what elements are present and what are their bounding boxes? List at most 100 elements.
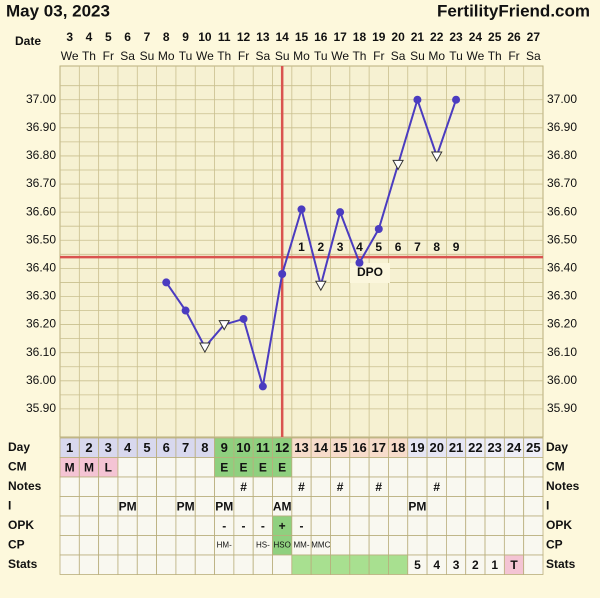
cell-text: MM- [294, 540, 310, 549]
cell-text: - [300, 519, 304, 533]
table-cell [503, 515, 525, 536]
table-cell [310, 457, 331, 478]
weekday: Sa [526, 49, 541, 63]
cell-text: 1 [66, 440, 73, 455]
y-tick-label-right: 36.90 [547, 120, 577, 134]
table-cell [445, 476, 467, 497]
table-cell [407, 476, 428, 497]
table-cell [445, 457, 467, 478]
date-number: 9 [182, 30, 189, 44]
dpo-number: 7 [414, 240, 421, 254]
table-cell [214, 554, 235, 575]
table-cell [368, 515, 389, 536]
table-cell [426, 515, 447, 536]
table-cell [465, 515, 486, 536]
cell-text: E [240, 460, 248, 474]
table-cell [194, 457, 215, 478]
table-cell [503, 496, 525, 517]
dpo-number: 6 [395, 240, 402, 254]
temperature-point [278, 269, 287, 278]
table-cell [98, 554, 119, 575]
date-number: 22 [430, 30, 444, 44]
table-cell [291, 554, 312, 575]
table-cell [368, 535, 389, 556]
cell-text: 25 [526, 440, 540, 455]
date-number: 13 [256, 30, 270, 44]
weekday: We [196, 49, 214, 63]
table-cell [310, 554, 331, 575]
temperature-point [162, 278, 171, 287]
weekday: Su [140, 49, 155, 63]
temperature-point [392, 159, 404, 171]
y-tick-label-right: 35.90 [547, 401, 577, 415]
date-number: 8 [163, 30, 170, 44]
cell-text: AM [273, 499, 292, 513]
temperature-point [355, 258, 364, 267]
dpo-label: DPO [357, 265, 383, 279]
table-cell [310, 496, 331, 517]
table-cell [117, 515, 138, 536]
dpo-number: 3 [337, 240, 344, 254]
y-tick-label-right: 36.40 [547, 261, 577, 275]
table-cell [194, 476, 215, 497]
table-cell [252, 554, 273, 575]
cell-text: 1 [491, 558, 498, 572]
table-cell [388, 476, 409, 497]
cell-text: L [105, 460, 112, 474]
table-cell [484, 515, 505, 536]
date-number: 18 [353, 30, 367, 44]
row-label-right: Stats [546, 557, 576, 571]
date-number: 26 [507, 30, 521, 44]
row-label: Day [8, 440, 30, 454]
cell-text: 15 [333, 440, 347, 455]
weekday: Fr [373, 49, 384, 63]
table-cell [98, 515, 119, 536]
cell-text: E [220, 460, 228, 474]
table-cell [368, 554, 389, 575]
table-cell [59, 515, 80, 536]
cell-text: - [261, 519, 265, 533]
temperature-point [314, 280, 327, 292]
cell-text: + [279, 519, 286, 533]
cell-text: 3 [105, 440, 112, 455]
table-cell [445, 535, 467, 556]
y-tick-label: 36.10 [26, 345, 56, 359]
temperature-point [199, 342, 211, 354]
table-cell [465, 535, 486, 556]
table-cell [136, 554, 157, 575]
table-cell [407, 457, 428, 478]
date-number: 14 [276, 30, 290, 44]
cell-text: # [298, 480, 305, 494]
weekday: Su [410, 49, 425, 63]
table-cell [78, 476, 100, 497]
temperature-point [258, 382, 267, 391]
cell-text: PM [215, 499, 233, 513]
cell-text: 23 [487, 440, 501, 455]
table-cell [407, 535, 428, 556]
cell-text: 2 [85, 440, 92, 455]
table-cell [78, 554, 100, 575]
date-number: 19 [372, 30, 386, 44]
table-cell [117, 554, 138, 575]
table-cell [523, 476, 544, 497]
table-cell [349, 535, 370, 556]
temperature-point [218, 320, 231, 331]
cell-text: 5 [143, 440, 150, 455]
date-label: Date [15, 34, 41, 48]
cell-text: PM [119, 499, 137, 513]
cell-text: 5 [414, 558, 421, 572]
table-cell [136, 457, 157, 478]
date-number: 7 [144, 30, 151, 44]
cell-text: 19 [410, 440, 424, 455]
table-cell [78, 535, 100, 556]
table-cell [484, 457, 505, 478]
y-tick-label-right: 36.70 [547, 176, 577, 190]
weekday: Su [275, 49, 290, 63]
cell-text: 10 [236, 440, 250, 455]
y-tick-label: 35.90 [26, 401, 56, 415]
cell-text: 3 [453, 558, 460, 572]
row-label: OPK [8, 518, 34, 532]
cell-text: E [259, 460, 267, 474]
row-label-right: OPK [546, 518, 572, 532]
row-label: Stats [8, 557, 38, 571]
